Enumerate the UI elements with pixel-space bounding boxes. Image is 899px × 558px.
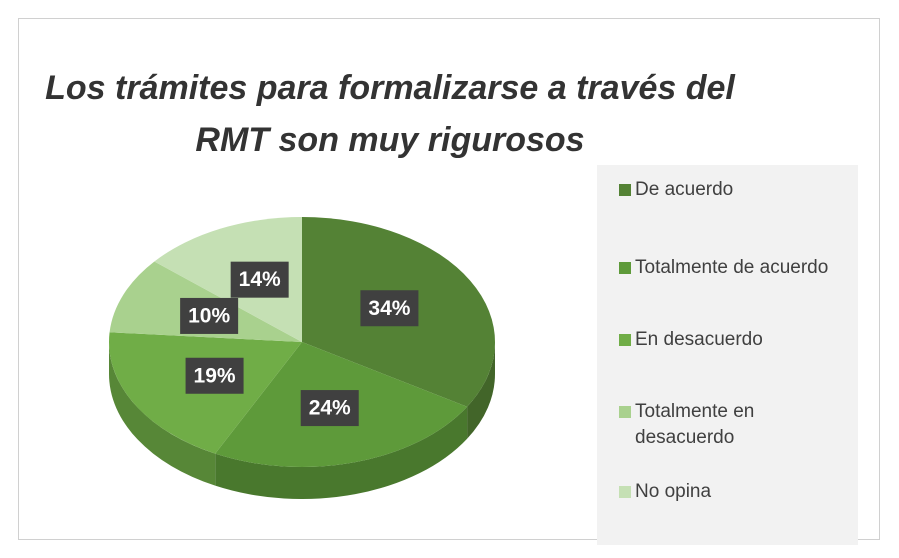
legend-swatch (619, 262, 631, 274)
legend-label: Totalmente de acuerdo (635, 257, 829, 278)
chart-frame (18, 18, 880, 540)
legend-label: Totalmente en desacuerdo (635, 401, 755, 448)
legend: De acuerdo Totalmente de acuerdo En desacu… (597, 165, 858, 545)
legend-swatch (619, 486, 631, 498)
pie-side (108, 342, 216, 486)
legend-entry: Totalmente en desacuerdo (619, 399, 854, 451)
legend-entry: Totalmente de acuerdo (619, 255, 854, 281)
pie-side (215, 406, 468, 499)
legend-label: No opina (635, 481, 712, 502)
chart-title: Los trámites para formalizarse a través … (45, 69, 735, 159)
data-label: 14% (239, 268, 281, 291)
pie-side (467, 342, 495, 439)
label-box (230, 261, 289, 298)
legend-entry: No opina (619, 479, 854, 505)
label-box (180, 297, 239, 334)
data-label: 19% (194, 364, 236, 387)
pie-slice (154, 217, 302, 342)
data-label: 24% (309, 397, 351, 420)
legend-entry: De acuerdo (619, 177, 854, 203)
label-box (360, 290, 419, 327)
data-label: 10% (188, 304, 230, 327)
legend-swatch (619, 334, 631, 346)
legend-label: En desacuerdo (635, 329, 763, 350)
legend-label: De acuerdo (635, 179, 734, 200)
data-label: 34% (368, 297, 410, 320)
legend-swatch (619, 184, 631, 196)
legend-swatch (619, 406, 631, 418)
label-box (300, 390, 359, 427)
legend-entry: En desacuerdo (619, 327, 854, 353)
label-box (185, 357, 244, 394)
